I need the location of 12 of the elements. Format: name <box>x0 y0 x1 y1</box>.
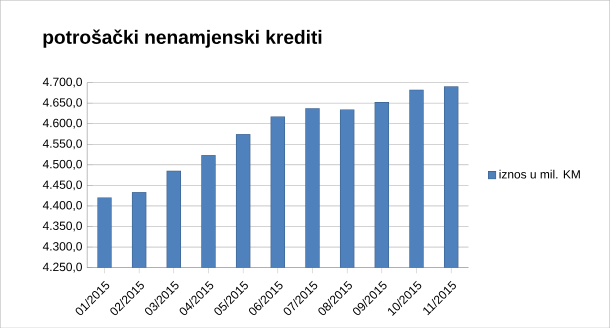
y-tick-label: 4.600,0 <box>42 118 82 128</box>
legend-label: iznos u mil. KM <box>500 170 580 178</box>
y-tick-label: 4.650,0 <box>42 98 82 108</box>
y-tick-label: 4.250,0 <box>42 262 82 272</box>
y-tick-label: 4.300,0 <box>42 242 82 252</box>
y-tick-label: 4.450,0 <box>42 180 82 190</box>
y-tick-label: 4.500,0 <box>42 160 82 170</box>
chart-title: potrošački nenamjenski krediti <box>44 29 322 48</box>
y-tick-label: 4.700,0 <box>42 78 82 88</box>
y-tick-label: 4.550,0 <box>42 139 82 150</box>
y-tick-label: 4.400,0 <box>42 200 82 211</box>
y-tick-label: 4.350,0 <box>42 221 82 232</box>
